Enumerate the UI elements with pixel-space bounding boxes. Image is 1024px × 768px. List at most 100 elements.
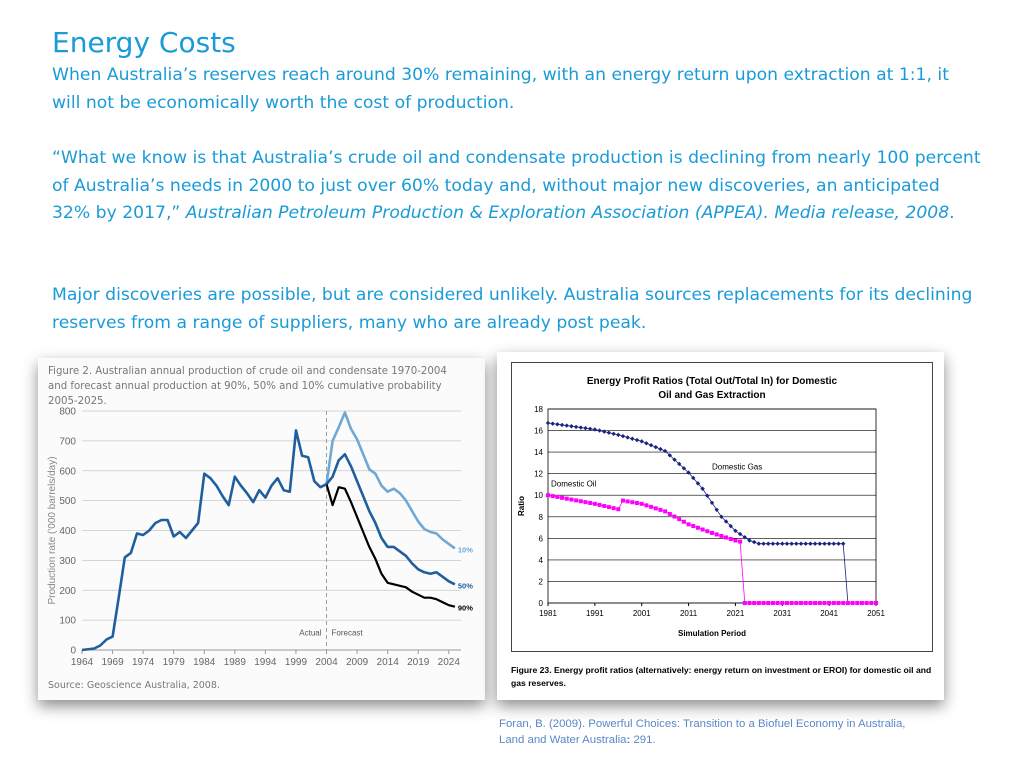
series-marker [644,441,649,446]
intro-paragraph: When Australia’s reserves reach around 3… [52,65,949,113]
y-tick-label: 14 [534,448,543,457]
y-tick-label: 10 [534,491,543,500]
quote-citation: Australian Petroleum Production & Explor… [185,203,950,223]
series-marker [859,601,864,605]
series-marker [709,500,715,505]
x-tick-label: 1984 [193,657,216,668]
series-marker [695,525,700,530]
series-marker [606,430,612,435]
chart-title: Oil and Gas Extraction [658,390,765,401]
y-tick-label: 8 [539,513,544,522]
x-tick-label: 2051 [867,609,885,618]
y-axis-label: Ratio [517,496,526,516]
series-marker [700,527,705,532]
x-tick-label: 1974 [132,657,155,668]
series-marker [705,529,710,534]
forecast-label: Forecast [332,629,364,638]
series-end-label: 90% [458,604,473,613]
series-end-label: 50% [458,581,473,590]
series-marker [817,601,822,605]
series-marker [564,496,569,501]
series-marker [569,497,574,502]
series-marker [550,494,555,499]
production-chart: 0 100 200 300 400 500 600 700 800 1964 1969 1974 197… [47,407,473,669]
x-tick-label: 1994 [254,657,277,668]
series-marker [583,425,588,431]
series-marker [841,601,846,605]
series-marker [597,428,602,433]
series-marker [625,499,630,504]
series-marker [864,601,869,605]
series-line [81,429,328,652]
series-marker [752,601,757,605]
y-tick-label: 2 [539,577,544,586]
series-line [325,453,456,586]
series-marker [733,538,738,543]
y-tick-label: 16 [534,427,543,436]
series-marker [756,601,761,605]
reference-line-1: Foran, B. (2009). Powerful Choices: Tran… [499,718,906,730]
series-marker [831,601,836,605]
y-tick-label: 18 [534,405,543,414]
series-marker [742,601,747,605]
y-axis-label: Production rate ('000 barrels/day) [47,456,58,604]
y-tick-label: 0 [70,646,76,657]
quote-paragraph: “What we know is that Australia’s crude … [52,145,982,228]
series-marker [869,601,874,605]
series-marker [635,501,640,506]
y-tick-label: 600 [59,466,76,477]
series-marker [611,506,616,511]
series-marker [667,511,672,516]
eroi-figure-caption: Figure 23. Energy profit ratios (alterna… [511,665,932,688]
series-marker [564,423,569,428]
series-marker [738,539,743,544]
series-marker [672,514,677,519]
discoveries-paragraph: Major discoveries are possible, but are … [52,285,973,333]
series-marker [747,538,752,543]
series-marker [813,601,818,605]
series-end-label: 10% [458,545,473,554]
series-marker [747,601,752,605]
series-marker [606,505,611,510]
series-marker [827,601,832,605]
reference-pages: 291. [630,734,656,746]
y-tick-label: 6 [539,534,544,543]
y-tick-label: 0 [539,599,544,608]
y-tick-label: 4 [539,556,544,565]
x-tick-label: 2001 [633,609,651,618]
production-figure-source: Source: Geoscience Australia, 2008. [48,680,220,691]
quote-text: “What we know is that Australia’s crude … [52,148,981,223]
x-tick-label: 2021 [727,609,745,618]
eroi-figure: Energy Profit Ratios (Total Out/Total In… [497,352,944,700]
series-marker [546,493,550,498]
series-marker [691,475,696,481]
series-marker [620,498,625,503]
y-tick-label: 500 [59,496,76,507]
series-marker [719,533,724,538]
series-marker [592,501,597,506]
series-marker [555,494,560,499]
y-tick-label: 300 [59,556,76,567]
series-marker [616,507,621,512]
series-marker [677,517,682,522]
actual-label: Actual [299,629,321,638]
x-tick-label: 2011 [680,609,698,618]
series-marker [663,509,668,514]
x-tick-label: 1989 [224,657,247,668]
series-marker [583,500,588,505]
y-tick-label: 12 [534,470,543,479]
series-marker [630,500,635,505]
series-marker [770,601,775,605]
series-marker [625,435,630,440]
slide-title: Energy Costs [52,26,236,59]
series-marker [686,522,691,527]
x-axis-label: Simulation Period [678,629,746,638]
series-marker [855,601,860,605]
eroi-chart-box: Energy Profit Ratios (Total Out/Total In… [511,362,933,652]
series-marker [803,601,808,605]
y-tick-label: 200 [59,586,76,597]
series-line [325,483,456,608]
x-tick-label: 2009 [346,657,369,668]
y-tick-label: 400 [59,526,76,537]
production-figure: Figure 2. Australian annual production o… [38,358,485,700]
